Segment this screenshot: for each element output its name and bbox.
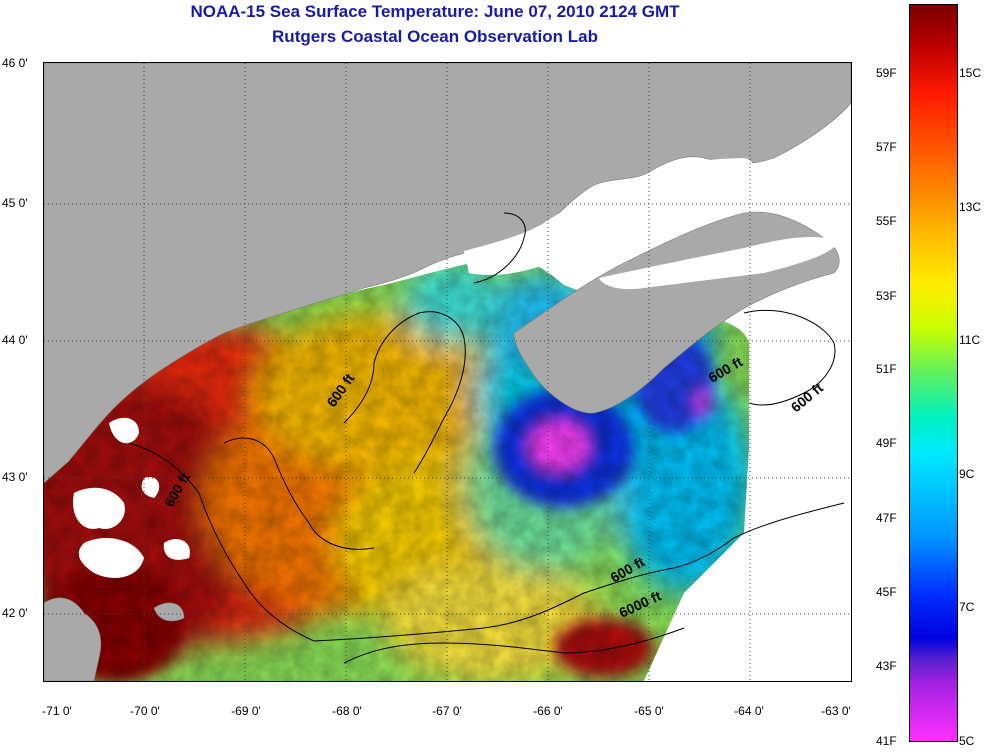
colorbar-f-label: 49F <box>876 436 897 450</box>
lat-label: 45 0' <box>2 196 28 210</box>
coastal-no-data <box>464 158 839 290</box>
colorbar-c-label: 11C <box>959 333 981 347</box>
colorbar-f-label: 51F <box>876 362 897 376</box>
colorbar-c-label: 13C <box>959 200 982 214</box>
colorbar-c-label: 15C <box>959 66 982 80</box>
colorbar-c-label: 7C <box>959 600 975 614</box>
lon-label: -69 0' <box>231 704 261 718</box>
graticule <box>44 63 851 681</box>
depth-contours <box>128 212 845 664</box>
lat-label: 46 0' <box>2 56 28 70</box>
lon-label: -65 0' <box>634 704 664 718</box>
lon-label: -70 0' <box>130 704 160 718</box>
colorbar-c-label: 5C <box>959 734 975 748</box>
title-line-1: NOAA-15 Sea Surface Temperature: June 07… <box>190 2 680 21</box>
lon-label: -64 0' <box>734 704 764 718</box>
lon-label: -66 0' <box>533 704 563 718</box>
lon-label: -71 0' <box>42 704 72 718</box>
lon-label: -68 0' <box>332 704 362 718</box>
lon-label: -67 0' <box>432 704 462 718</box>
sst-map: 600 ft 600 ft 600 ft 600 ft 600 ft 6000 … <box>43 62 852 682</box>
sst-map-graphic: 600 ft 600 ft 600 ft 600 ft 600 ft 6000 … <box>44 63 851 681</box>
colorbar-f-label: 55F <box>876 214 897 228</box>
colorbar-f-label: 41F <box>876 734 897 748</box>
colorbar-f-label: 47F <box>876 511 897 525</box>
lat-label: 43 0' <box>2 470 28 484</box>
colorbar-c-label: 9C <box>959 467 975 481</box>
colorbar-f-label: 45F <box>876 585 897 599</box>
colorbar-f-label: 43F <box>876 659 897 673</box>
colorbar-f-label: 57F <box>876 140 897 154</box>
temperature-colorbar <box>909 4 958 742</box>
lat-label: 42 0' <box>2 606 28 620</box>
lon-label: -63 0' <box>821 704 851 718</box>
colorbar-f-label: 53F <box>876 289 897 303</box>
title-line-2: Rutgers Coastal Ocean Observation Lab <box>272 27 598 46</box>
colorbar-f-label: 59F <box>876 66 897 80</box>
lat-label: 44 0' <box>2 333 28 347</box>
